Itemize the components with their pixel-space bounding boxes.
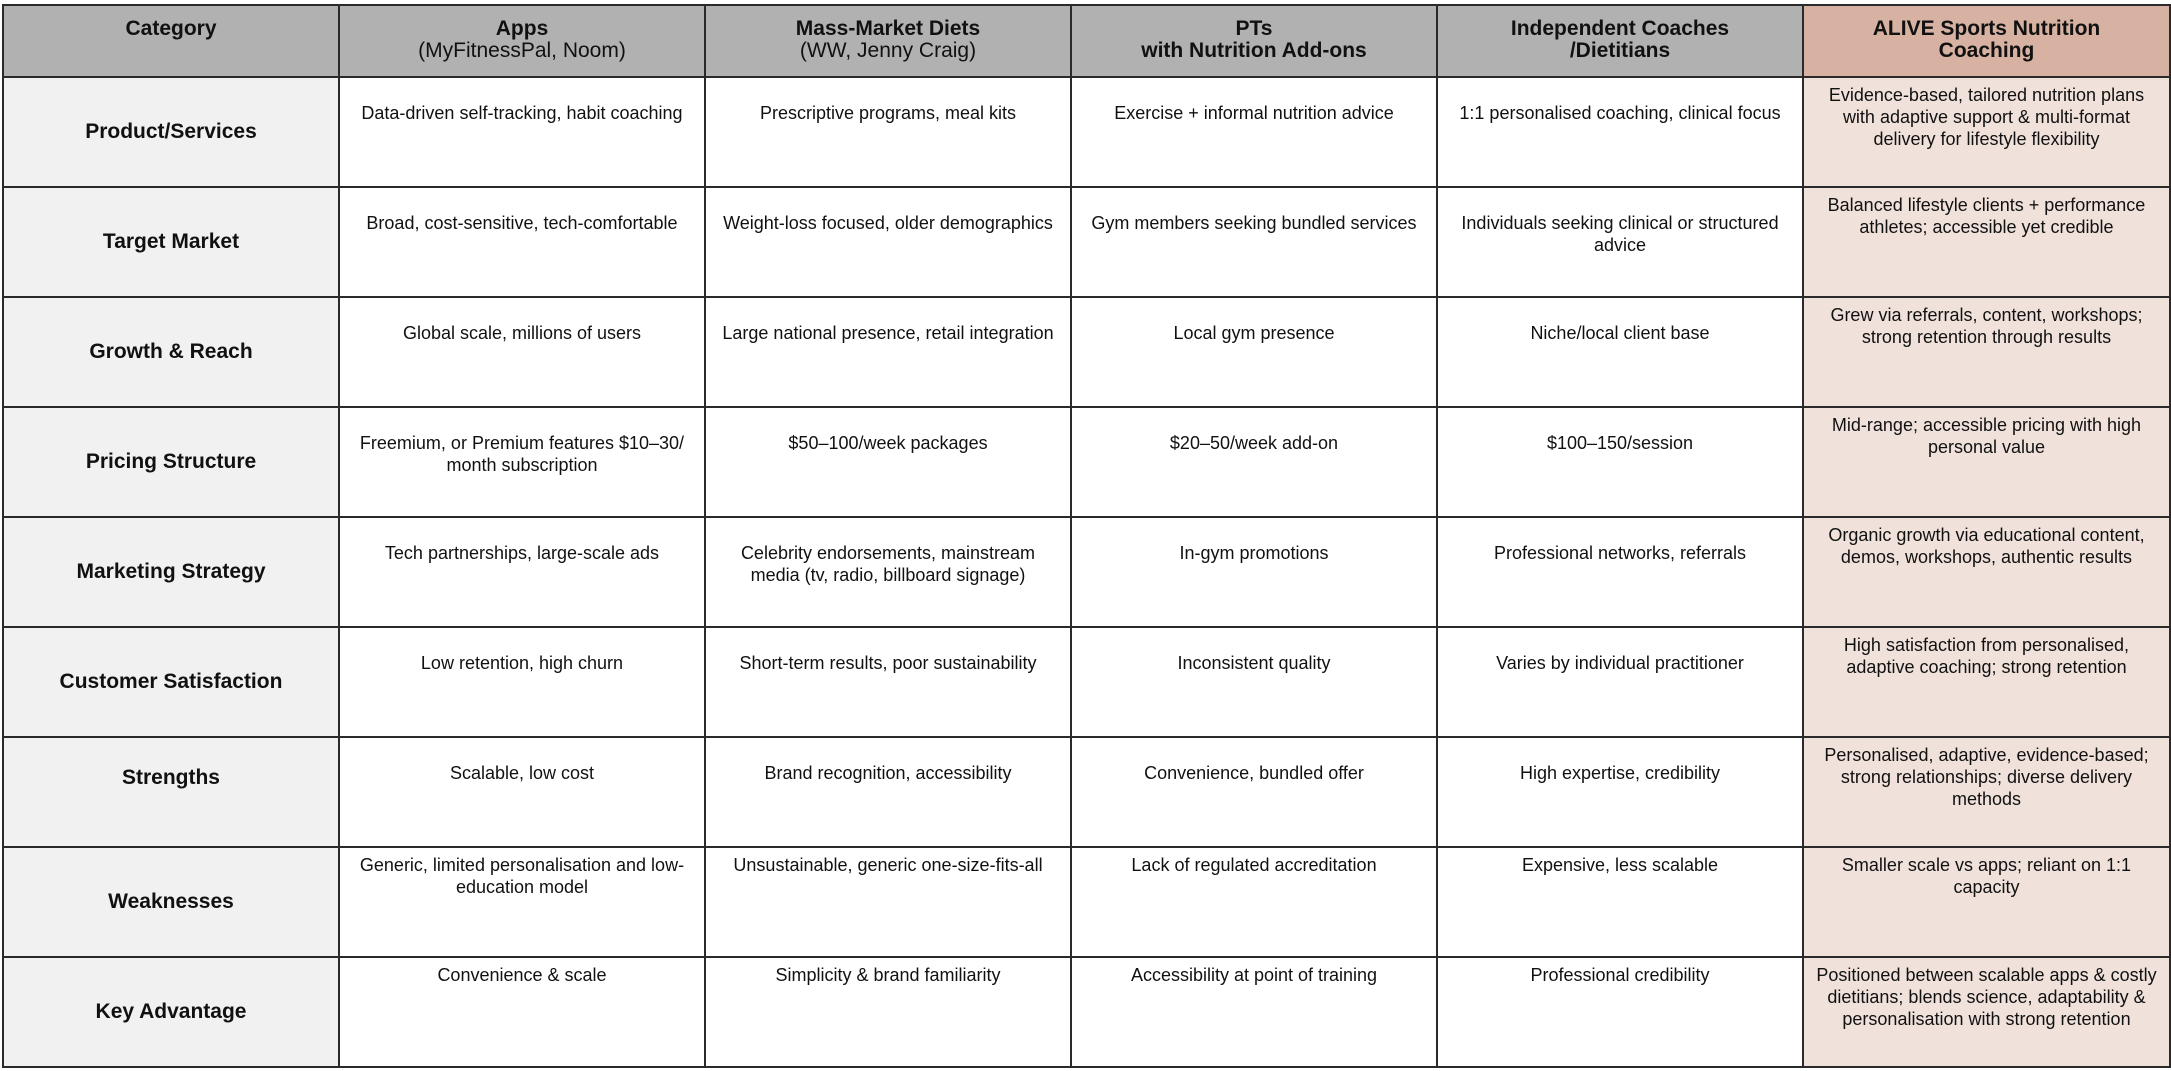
cell-coaches: High expertise, credibility <box>1436 736 1804 848</box>
cell-pts: Local gym presence <box>1070 296 1438 408</box>
cell-apps: Tech partnerships, large-scale ads <box>338 516 706 628</box>
cell-pts: Accessibility at point of training <box>1070 956 1438 1068</box>
header-independent-coaches: Independent Coaches /Dietitians <box>1436 4 1804 78</box>
cell-coaches: 1:1 personalised coaching, clinical focu… <box>1436 76 1804 188</box>
row-label: Customer Satisfaction <box>2 626 340 738</box>
cell-alive: Positioned between scalable apps & costl… <box>1802 956 2171 1068</box>
header-row: Category Apps (MyFitnessPal, Noom) Mass-… <box>2 4 2171 78</box>
cell-pts: $20–50/week add-on <box>1070 406 1438 518</box>
cell-diets: $50–100/week packages <box>704 406 1072 518</box>
table-row-marketing-strategy: Marketing Strategy Tech partnerships, la… <box>2 516 2171 628</box>
header-alive-line1: ALIVE Sports Nutrition <box>1872 17 2101 40</box>
comparison-table: Category Apps (MyFitnessPal, Noom) Mass-… <box>2 4 2171 1068</box>
table-row-growth-reach: Growth & Reach Global scale, millions of… <box>2 296 2171 408</box>
cell-diets: Simplicity & brand familiarity <box>704 956 1072 1068</box>
header-alive-line2: Coaching <box>1938 39 2035 62</box>
cell-alive: Smaller scale vs apps; reliant on 1:1 ca… <box>1802 846 2171 958</box>
cell-coaches: $100–150/session <box>1436 406 1804 518</box>
cell-pts: Convenience, bundled offer <box>1070 736 1438 848</box>
cell-alive: Evidence-based, tailored nutrition plans… <box>1802 76 2171 188</box>
cell-coaches: Niche/local client base <box>1436 296 1804 408</box>
cell-diets: Unsustainable, generic one-size-fits-all <box>704 846 1072 958</box>
cell-coaches: Expensive, less scalable <box>1436 846 1804 958</box>
header-diets-title: Mass-Market Diets <box>795 17 981 40</box>
cell-apps: Data-driven self-tracking, habit coachin… <box>338 76 706 188</box>
cell-pts: In-gym promotions <box>1070 516 1438 628</box>
cell-diets: Weight-loss focused, older demographics <box>704 186 1072 298</box>
cell-apps: Scalable, low cost <box>338 736 706 848</box>
header-coaches-line2: /Dietitians <box>1569 39 1671 62</box>
cell-diets: Brand recognition, accessibility <box>704 736 1072 848</box>
row-label: Weaknesses <box>2 846 340 958</box>
row-label: Growth & Reach <box>2 296 340 408</box>
cell-alive: Balanced lifestyle clients + performance… <box>1802 186 2171 298</box>
header-apps: Apps (MyFitnessPal, Noom) <box>338 4 706 78</box>
header-alive: ALIVE Sports Nutrition Coaching <box>1802 4 2171 78</box>
cell-apps: Convenience & scale <box>338 956 706 1068</box>
cell-pts: Gym members seeking bundled services <box>1070 186 1438 298</box>
cell-alive: Organic growth via educational content, … <box>1802 516 2171 628</box>
header-apps-subtitle: (MyFitnessPal, Noom) <box>418 39 626 62</box>
header-coaches-line1: Independent Coaches <box>1510 17 1730 40</box>
cell-apps: Low retention, high churn <box>338 626 706 738</box>
header-pts-line2: with Nutrition Add-ons <box>1141 39 1367 62</box>
cell-alive: Personalised, adaptive, evidence-based; … <box>1802 736 2171 848</box>
cell-coaches: Individuals seeking clinical or structur… <box>1436 186 1804 298</box>
row-label: Key Advantage <box>2 956 340 1068</box>
cell-diets: Large national presence, retail integrat… <box>704 296 1072 408</box>
cell-pts: Lack of regulated accreditation <box>1070 846 1438 958</box>
row-label: Product/Services <box>2 76 340 188</box>
cell-diets: Celebrity endorsements, mainstream media… <box>704 516 1072 628</box>
row-label: Strengths <box>2 736 340 848</box>
cell-pts: Exercise + informal nutrition advice <box>1070 76 1438 188</box>
row-label: Marketing Strategy <box>2 516 340 628</box>
cell-coaches: Varies by individual practitioner <box>1436 626 1804 738</box>
cell-apps: Broad, cost-sensitive, tech-comfortable <box>338 186 706 298</box>
header-apps-title: Apps <box>495 17 549 40</box>
cell-alive: Grew via referrals, content, workshops; … <box>1802 296 2171 408</box>
cell-coaches: Professional networks, referrals <box>1436 516 1804 628</box>
cell-apps: Freemium, or Premium features $10–30/ mo… <box>338 406 706 518</box>
table-row-customer-satisfaction: Customer Satisfaction Low retention, hig… <box>2 626 2171 738</box>
cell-apps: Global scale, millions of users <box>338 296 706 408</box>
table-row-target-market: Target Market Broad, cost-sensitive, tec… <box>2 186 2171 298</box>
header-diets-subtitle: (WW, Jenny Craig) <box>799 39 977 62</box>
cell-coaches: Professional credibility <box>1436 956 1804 1068</box>
header-pts-line1: PTs <box>1235 17 1273 40</box>
cell-pts: Inconsistent quality <box>1070 626 1438 738</box>
row-label: Target Market <box>2 186 340 298</box>
header-category-label: Category <box>125 17 217 40</box>
cell-alive: High satisfaction from personalised, ada… <box>1802 626 2171 738</box>
cell-apps: Generic, limited personalisation and low… <box>338 846 706 958</box>
table-row-product-services: Product/Services Data-driven self-tracki… <box>2 76 2171 188</box>
header-mass-market-diets: Mass-Market Diets (WW, Jenny Craig) <box>704 4 1072 78</box>
header-pts: PTs with Nutrition Add-ons <box>1070 4 1438 78</box>
row-label: Pricing Structure <box>2 406 340 518</box>
cell-alive: Mid-range; accessible pricing with high … <box>1802 406 2171 518</box>
table-row-pricing-structure: Pricing Structure Freemium, or Premium f… <box>2 406 2171 518</box>
cell-diets: Prescriptive programs, meal kits <box>704 76 1072 188</box>
table-row-key-advantage: Key Advantage Convenience & scale Simpli… <box>2 956 2171 1068</box>
table-row-strengths: Strengths Scalable, low cost Brand recog… <box>2 736 2171 848</box>
table-row-weaknesses: Weaknesses Generic, limited personalisat… <box>2 846 2171 958</box>
cell-diets: Short-term results, poor sustainability <box>704 626 1072 738</box>
header-category: Category <box>2 4 340 78</box>
